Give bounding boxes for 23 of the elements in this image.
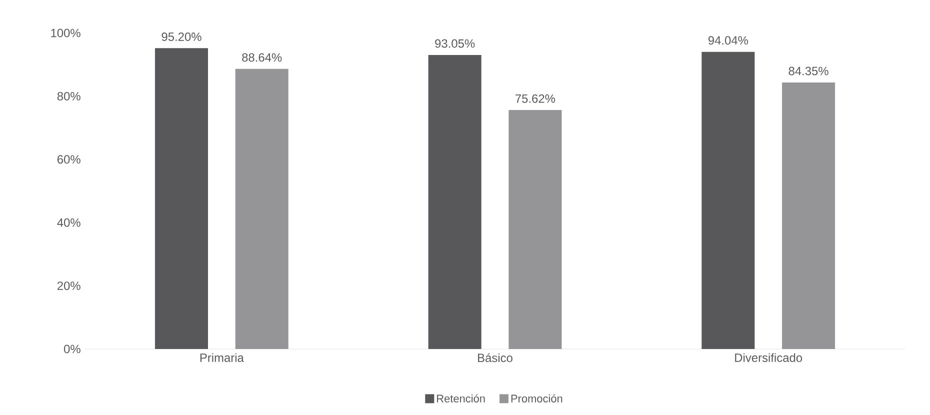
x-tick-label: Básico — [478, 353, 512, 362]
data-label: 88.64% — [242, 53, 282, 62]
data-label: 95.20% — [162, 32, 202, 41]
legend-label: Retención — [437, 394, 485, 402]
bar — [154, 48, 208, 349]
x-tick-label: Primaria — [200, 353, 244, 362]
bar — [508, 110, 562, 349]
bar — [428, 54, 482, 349]
bar — [702, 52, 755, 349]
x-tick-label: Diversificado — [735, 353, 802, 362]
data-label: 94.04% — [708, 36, 748, 45]
y-tick-label: 40% — [57, 218, 80, 227]
data-label: 75.62% — [516, 94, 556, 103]
bar — [782, 82, 836, 349]
y-tick-label: 60% — [57, 155, 80, 164]
y-tick-label: 100% — [51, 28, 80, 38]
bar — [235, 68, 288, 349]
y-tick-label: 0% — [64, 344, 80, 354]
data-label: 93.05% — [435, 39, 475, 48]
legend-label: Promoción — [511, 394, 562, 402]
y-tick-label: 80% — [57, 92, 80, 100]
data-label: 84.35% — [788, 66, 828, 76]
y-tick-label: 20% — [57, 282, 80, 290]
